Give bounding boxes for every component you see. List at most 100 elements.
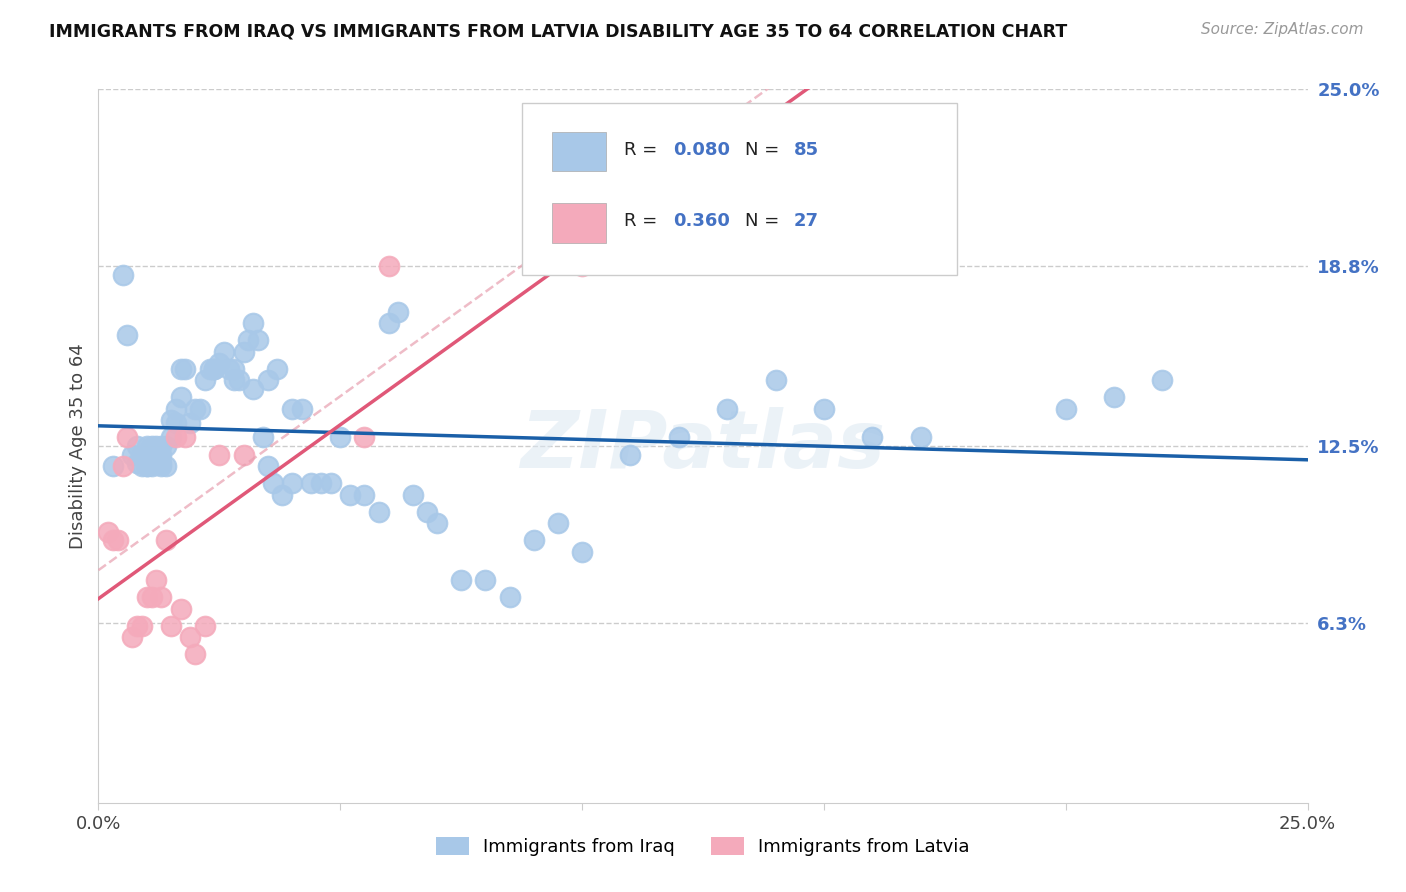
Point [160,413,183,427]
Point [155,458,177,473]
Point [135,591,157,605]
Point [387,305,409,319]
Point [281,401,304,416]
Point [111,458,134,473]
Point [121,630,143,644]
Point [242,382,264,396]
Point [813,401,835,416]
Point [474,573,496,587]
Point [131,458,153,473]
Point [1102,391,1125,405]
Point [141,439,163,453]
Point [160,619,183,633]
Point [150,456,173,470]
Point [368,505,391,519]
Point [141,453,163,467]
Point [271,487,294,501]
Point [242,316,264,330]
Text: ZIPatlas: ZIPatlas [520,407,886,485]
Point [204,362,226,376]
Text: R =: R = [624,141,664,159]
Point [523,533,546,548]
Point [101,533,124,548]
Point [169,601,191,615]
Point [145,456,167,470]
Point [1152,373,1174,387]
Point [145,439,167,453]
Point [174,362,197,376]
Text: 85: 85 [793,141,818,159]
Point [165,430,187,444]
Point [765,373,787,387]
Point [252,430,274,444]
Point [165,416,187,430]
Point [571,544,593,558]
Point [111,268,134,282]
Text: IMMIGRANTS FROM IRAQ VS IMMIGRANTS FROM LATVIA DISABILITY AGE 35 TO 64 CORRELATI: IMMIGRANTS FROM IRAQ VS IMMIGRANTS FROM … [49,22,1067,40]
Point [595,248,617,262]
Point [860,430,883,444]
Point [131,448,153,462]
Point [169,362,191,376]
Point [290,401,312,416]
Text: 0.080: 0.080 [672,141,730,159]
Point [619,448,641,462]
Point [247,334,270,348]
Point [619,191,641,205]
Point [353,430,375,444]
Point [150,458,173,473]
Text: 0.360: 0.360 [672,212,730,230]
Point [309,476,332,491]
Point [198,362,221,376]
Point [127,439,149,453]
Point [402,487,425,501]
Point [208,448,231,462]
Point [135,439,157,453]
Point [131,619,153,633]
Point [97,524,120,539]
Point [101,458,124,473]
Point [319,476,342,491]
Point [426,516,449,530]
Point [150,448,173,462]
Point [117,430,139,444]
Point [184,401,207,416]
Point [141,591,163,605]
Point [127,619,149,633]
Point [498,591,520,605]
Point [179,630,201,644]
Point [329,430,352,444]
Point [135,458,157,473]
Point [141,458,163,473]
Point [194,619,217,633]
Point [299,476,322,491]
Point [155,533,177,548]
Point [910,430,932,444]
Text: Source: ZipAtlas.com: Source: ZipAtlas.com [1201,22,1364,37]
Legend: Immigrants from Iraq, Immigrants from Latvia: Immigrants from Iraq, Immigrants from La… [427,828,979,865]
Point [150,439,173,453]
Point [281,476,304,491]
Point [232,448,254,462]
Point [450,573,472,587]
FancyBboxPatch shape [551,132,606,171]
Point [377,259,399,273]
Point [145,573,167,587]
FancyBboxPatch shape [551,203,606,243]
Point [547,516,569,530]
Point [184,648,207,662]
Point [266,362,288,376]
Text: N =: N = [745,212,786,230]
Point [668,430,690,444]
Point [228,373,250,387]
Y-axis label: Disability Age 35 to 64: Disability Age 35 to 64 [69,343,87,549]
Point [107,533,129,548]
Point [204,362,226,376]
Point [165,401,187,416]
Point [174,430,197,444]
Point [212,344,235,359]
Point [160,430,183,444]
Point [377,316,399,330]
Text: R =: R = [624,212,664,230]
Point [169,391,191,405]
